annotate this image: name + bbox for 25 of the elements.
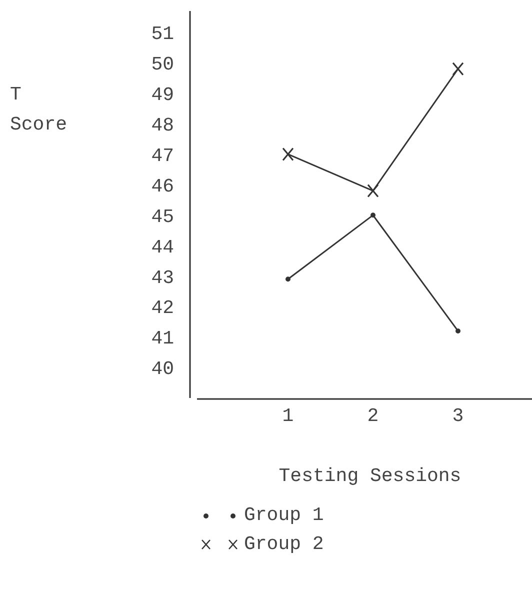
y-tick-label: 48 [151,114,174,136]
legend-label: Group 2 [244,533,324,555]
x-tick-label: 2 [367,405,379,427]
y-tick-label: 51 [151,22,174,45]
legend-label: Group 1 [244,504,324,526]
y-axis-title: T Score [10,83,68,136]
y-tick-label: 49 [151,84,174,106]
y-tick-label: 41 [151,328,174,350]
y-tick-label: 47 [151,144,174,167]
x-tick-label: 1 [282,405,294,427]
point [367,184,379,198]
y-tick-label: 44 [151,236,174,258]
point [282,147,294,162]
y-tick-label: 45 [151,206,174,228]
y-tick-label: 40 [151,358,174,380]
point [456,328,460,334]
point [452,62,464,76]
y-tick-label: 42 [151,297,174,320]
x-axis-title: Testing Sessions [278,465,462,487]
point [286,276,290,282]
x-tick-label: 3 [452,405,464,427]
y-tick-label: 50 [151,53,174,76]
y-tick-label: 46 [151,175,174,198]
y-tick-label: 43 [151,266,174,289]
point [370,212,376,218]
